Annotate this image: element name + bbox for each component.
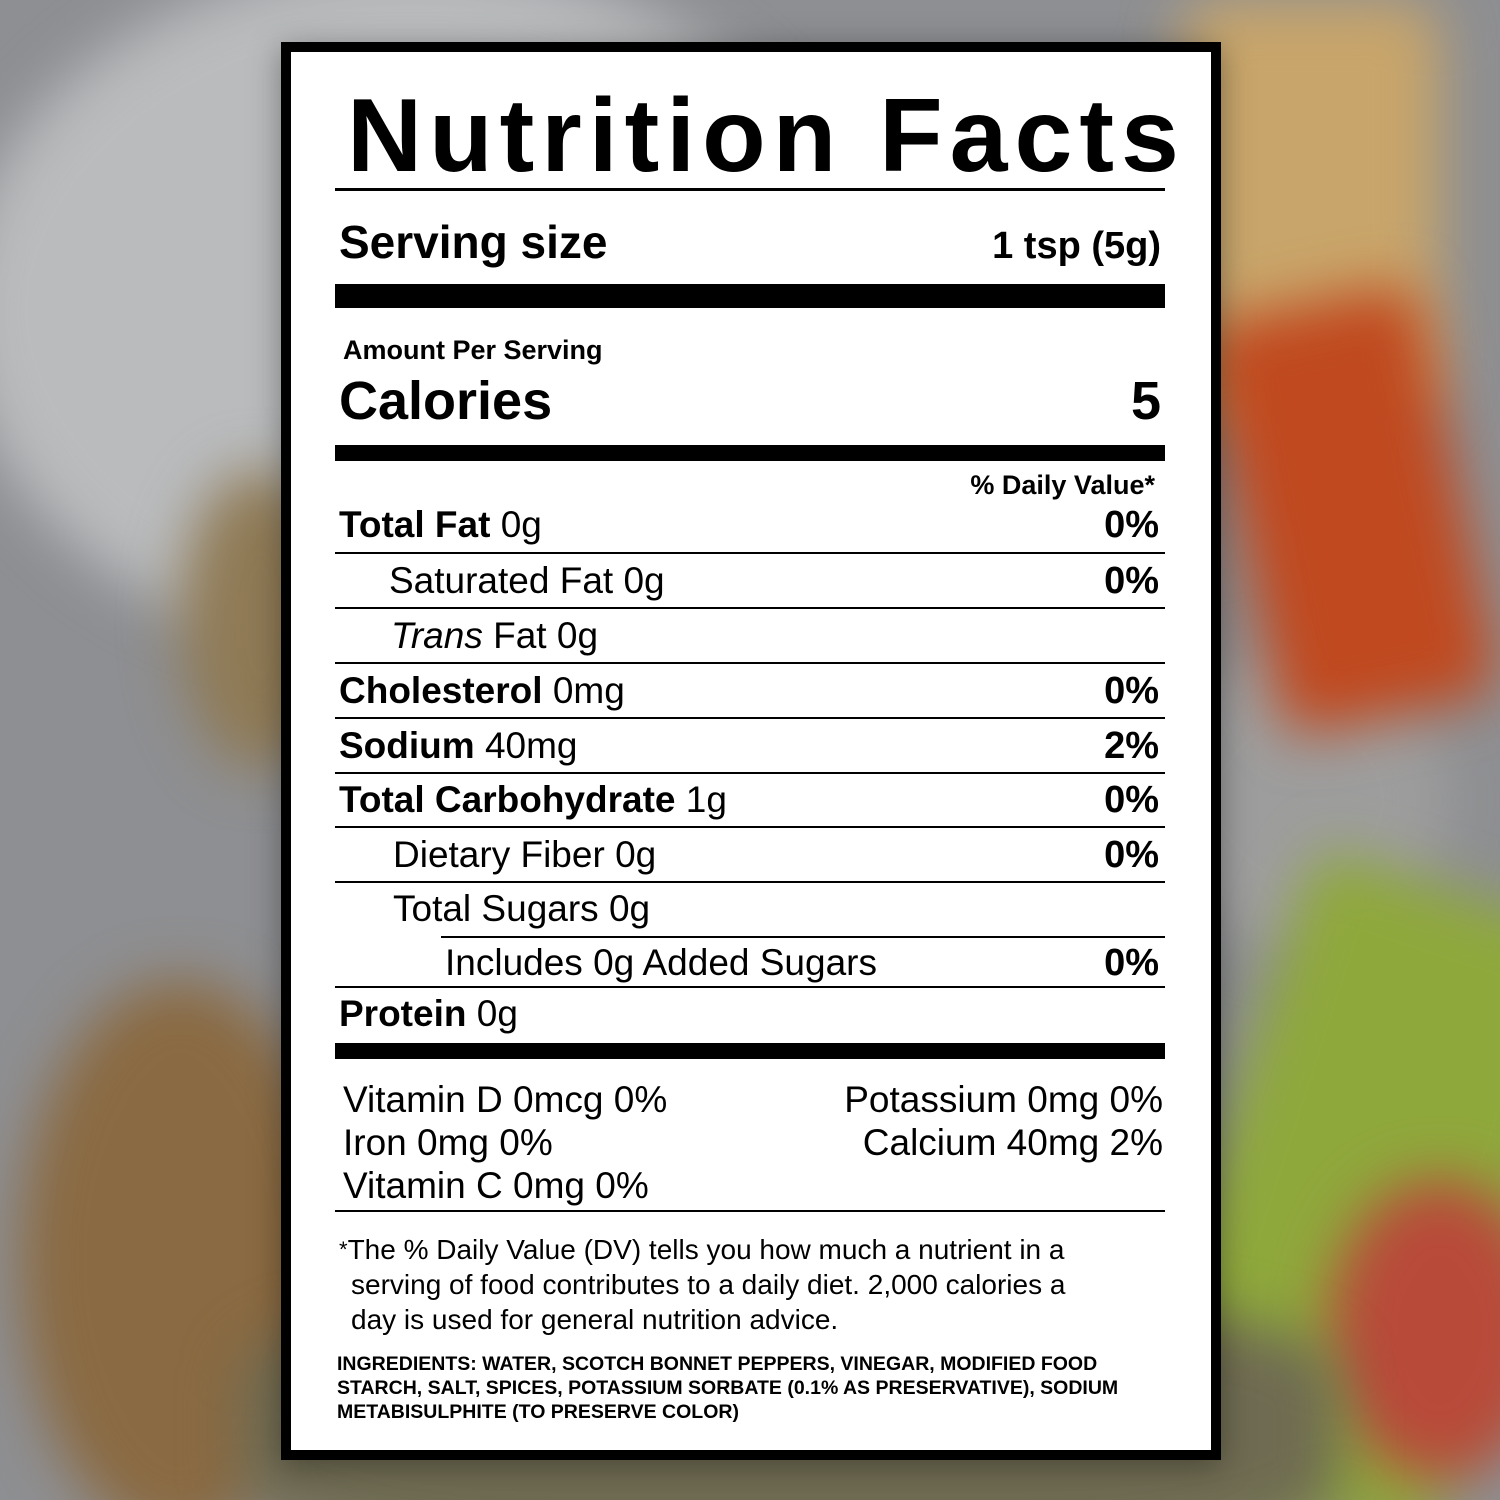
nutrient-name: Sodium xyxy=(339,725,475,766)
divider xyxy=(335,826,1165,828)
vitamins-right-column: Potassium 0mg 0% Calcium 40mg 2% xyxy=(844,1078,1163,1164)
nutrient-dv: 0% xyxy=(1104,779,1159,821)
vitamin-item: Vitamin D 0mcg 0% xyxy=(343,1079,668,1120)
serving-size-value: 1 tsp (5g) xyxy=(992,225,1161,267)
divider xyxy=(335,986,1165,988)
nutrient-row-saturated-fat: Saturated Fat 0g 0% xyxy=(339,560,1161,603)
nutrient-name: Fat xyxy=(493,615,547,656)
nutrient-amount: 0mg xyxy=(552,670,625,711)
nutrient-name: Protein xyxy=(339,993,467,1034)
nutrient-name: Total Carbohydrate xyxy=(339,779,676,820)
nutrient-amount: 0g xyxy=(615,834,657,875)
nutrition-facts-label: Nutrition Facts Serving size 1 tsp (5g) … xyxy=(281,42,1221,1460)
nutrient-amount: 0g xyxy=(500,504,542,545)
divider xyxy=(441,936,1165,938)
thick-divider xyxy=(335,1043,1165,1059)
nutrient-row-total-fat: Total Fat 0g 0% xyxy=(339,504,1161,547)
nutrient-row-dietary-fiber: Dietary Fiber 0g 0% xyxy=(339,834,1161,877)
nutrient-dv: 2% xyxy=(1104,725,1159,767)
nutrient-row-total-carbohydrate: Total Carbohydrate 1g 0% xyxy=(339,779,1161,822)
serving-size-row: Serving size 1 tsp (5g) xyxy=(339,215,1161,269)
divider xyxy=(335,881,1165,883)
divider xyxy=(335,607,1165,609)
serving-size-label: Serving size xyxy=(339,216,608,268)
calories-row: Calories 5 xyxy=(339,370,1161,432)
nutrient-name: Dietary Fiber xyxy=(393,834,605,875)
nutrient-dv: 0% xyxy=(1104,834,1159,876)
nutrient-row-cholesterol: Cholesterol 0mg 0% xyxy=(339,670,1161,713)
nutrient-row-total-sugars: Total Sugars 0g xyxy=(339,888,1161,930)
nutrient-amount: 0g xyxy=(608,888,651,929)
divider xyxy=(335,662,1165,664)
nutrient-row-trans-fat: Trans Fat 0g xyxy=(339,615,1161,657)
nutrient-dv: 0% xyxy=(1104,942,1159,984)
nutrient-row-added-sugars: Includes 0g Added Sugars 0% xyxy=(339,942,1161,985)
divider xyxy=(335,552,1165,554)
thick-divider xyxy=(335,284,1165,308)
divider xyxy=(335,717,1165,719)
nutrient-dv: 0% xyxy=(1104,560,1159,602)
nutrient-amount: 1g xyxy=(685,779,727,820)
nutrient-amount: 0g xyxy=(556,615,599,656)
footnote-line: day is used for general nutrition advice… xyxy=(351,1304,839,1335)
footnote-line: The % Daily Value (DV) tells you how muc… xyxy=(347,1234,1065,1265)
divider xyxy=(335,772,1165,774)
amount-per-serving: Amount Per Serving xyxy=(343,335,603,365)
vitamin-item: Iron 0mg 0% xyxy=(343,1122,553,1163)
nutrient-name-italic: Trans xyxy=(391,615,483,656)
nutrient-name: Total Fat xyxy=(339,504,491,545)
vitamin-item: Calcium 40mg 2% xyxy=(862,1122,1163,1163)
ingredients-list: INGREDIENTS: WATER, SCOTCH BONNET PEPPER… xyxy=(337,1353,1119,1423)
footnote-line: serving of food contributes to a daily d… xyxy=(351,1269,1066,1300)
nutrient-name: Cholesterol xyxy=(339,670,543,711)
nutrient-amount: 0g xyxy=(476,993,518,1034)
nutrient-name: Includes 0g Added Sugars xyxy=(445,942,877,983)
daily-value-footnote: *The % Daily Value (DV) tells you how mu… xyxy=(339,1232,1159,1337)
daily-value-header: % Daily Value* xyxy=(970,470,1155,500)
nutrient-dv: 0% xyxy=(1104,504,1159,546)
vitamins-left-column: Vitamin D 0mcg 0% Iron 0mg 0% Vitamin C … xyxy=(343,1078,667,1207)
divider xyxy=(335,188,1165,191)
nutrient-amount: 40mg xyxy=(484,725,578,766)
nutrient-amount: 0g xyxy=(623,560,665,601)
calories-value: 5 xyxy=(1130,371,1161,431)
nutrient-row-protein: Protein 0g xyxy=(339,993,1161,1035)
nutrient-dv: 0% xyxy=(1104,670,1159,712)
divider xyxy=(335,1210,1165,1212)
vitamin-item: Vitamin C 0mg 0% xyxy=(343,1165,649,1206)
nutrient-row-sodium: Sodium 40mg 2% xyxy=(339,725,1161,768)
vitamin-item: Potassium 0mg 0% xyxy=(844,1079,1163,1120)
footnote-asterisk: * xyxy=(339,1237,348,1262)
nutrient-name: Total Sugars xyxy=(393,888,599,929)
nutrient-name: Saturated Fat xyxy=(389,560,614,601)
calories-label: Calories xyxy=(339,371,553,431)
label-title: Nutrition Facts xyxy=(347,78,1186,194)
thick-divider xyxy=(335,445,1165,461)
